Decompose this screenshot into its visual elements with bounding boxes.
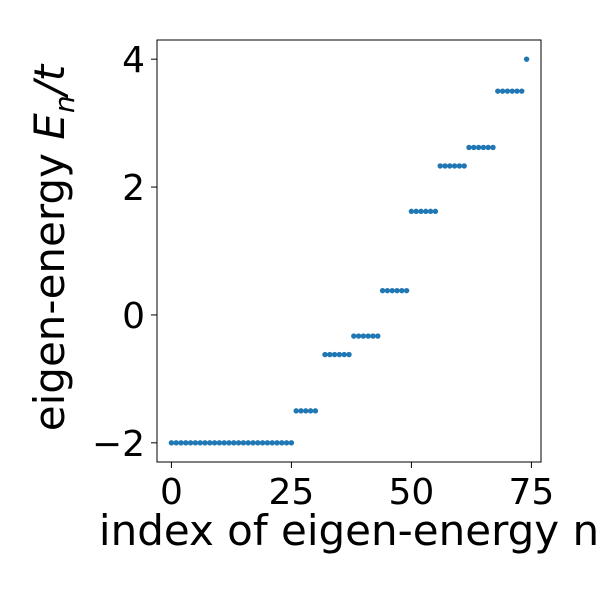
data-point — [226, 440, 232, 446]
y-tick-label: −2 — [92, 424, 145, 465]
data-point — [240, 440, 247, 446]
data-point — [451, 163, 458, 169]
data-point — [499, 88, 506, 94]
data-point — [211, 440, 218, 446]
data-point — [216, 440, 223, 446]
data-point — [456, 163, 463, 169]
data-point — [389, 287, 395, 294]
y-tick-label: 0 — [122, 296, 145, 337]
data-point — [466, 144, 472, 151]
data-point — [322, 351, 328, 358]
data-point — [283, 440, 290, 446]
data-point — [432, 208, 439, 215]
data-point — [447, 163, 453, 169]
data-point — [519, 88, 525, 94]
y-axis-label-main: eigen-energy — [25, 140, 74, 431]
data-point — [202, 440, 208, 446]
data-point — [183, 440, 189, 446]
y-axis-label: eigen-energy En/t — [25, 63, 81, 431]
y-tick-label: 2 — [122, 168, 145, 209]
y-axis-ticks: −2 0 2 4 — [92, 40, 157, 465]
data-point — [303, 408, 309, 414]
data-point — [437, 163, 443, 169]
data-point — [307, 408, 314, 414]
data-point — [336, 351, 343, 358]
data-point — [514, 88, 520, 94]
data-point — [259, 440, 266, 446]
data-point — [427, 208, 434, 215]
data-point — [370, 333, 376, 339]
data-point — [355, 333, 362, 339]
data-point — [192, 440, 199, 446]
data-point — [288, 440, 295, 446]
data-point — [221, 440, 227, 446]
data-point — [298, 408, 304, 414]
data-point — [168, 440, 175, 446]
data-point — [346, 351, 352, 358]
data-point — [495, 88, 501, 94]
data-point — [461, 163, 467, 169]
data-point — [365, 333, 371, 339]
data-point — [187, 440, 194, 446]
data-point — [480, 144, 487, 151]
data-point — [399, 287, 405, 294]
data-point — [274, 440, 280, 446]
data-point — [413, 208, 419, 215]
x-tick-label: 50 — [388, 472, 434, 513]
data-point — [384, 287, 391, 294]
data-point — [485, 144, 491, 151]
x-axis-label: index of eigen-energy n — [99, 506, 598, 555]
data-point — [504, 88, 511, 94]
data-point — [442, 163, 448, 169]
data-point — [197, 440, 203, 446]
data-point — [178, 440, 184, 446]
data-point — [293, 408, 299, 414]
plot-frame — [156, 39, 542, 463]
data-point — [418, 208, 424, 215]
data-point — [255, 440, 261, 446]
data-points — [168, 56, 530, 446]
data-point — [327, 351, 333, 358]
x-tick-label: 0 — [160, 472, 183, 513]
data-point — [331, 351, 338, 358]
y-axis-label-energy-symbol: E — [25, 113, 74, 140]
data-point — [173, 440, 179, 446]
data-point — [245, 440, 251, 446]
y-axis-label-tail: /t — [25, 63, 74, 99]
y-tick-label: 4 — [122, 40, 145, 81]
data-point — [375, 333, 381, 339]
data-point — [394, 287, 400, 294]
data-point — [509, 88, 515, 94]
data-point — [312, 408, 319, 414]
data-point — [471, 144, 477, 151]
data-point — [403, 287, 410, 294]
data-point — [408, 208, 415, 215]
data-point — [279, 440, 285, 446]
data-point — [235, 440, 242, 446]
data-point — [231, 440, 237, 446]
data-point — [250, 440, 256, 446]
x-tick-label: 75 — [508, 472, 554, 513]
data-point — [264, 440, 271, 446]
data-point — [207, 440, 213, 446]
x-axis-ticks: 0 25 50 75 — [160, 462, 554, 513]
data-point — [523, 56, 530, 62]
data-point — [379, 287, 386, 294]
data-point — [269, 440, 275, 446]
x-tick-label: 25 — [268, 472, 314, 513]
data-point — [341, 351, 347, 358]
data-point — [351, 333, 357, 339]
data-point — [423, 208, 429, 215]
data-point — [490, 144, 496, 151]
data-point — [360, 333, 367, 339]
y-axis-label-subscript: n — [48, 95, 81, 113]
data-point — [475, 144, 482, 151]
